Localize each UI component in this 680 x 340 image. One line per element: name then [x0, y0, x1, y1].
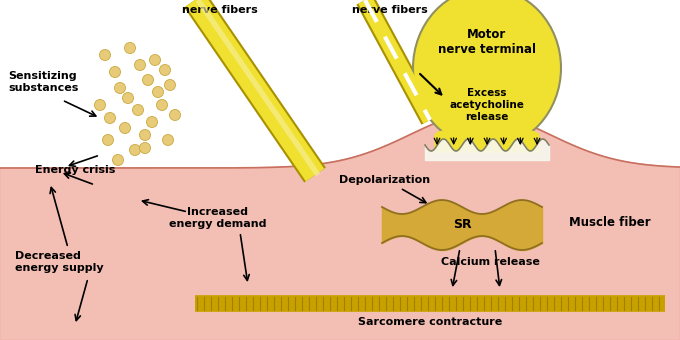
Text: Increased
energy demand: Increased energy demand [169, 207, 267, 229]
Circle shape [95, 100, 105, 110]
Circle shape [122, 92, 133, 103]
Text: Excess
acetycholine
release: Excess acetycholine release [449, 88, 524, 122]
Circle shape [152, 86, 163, 98]
Circle shape [124, 42, 135, 53]
Text: Sarcomere contracture: Sarcomere contracture [358, 317, 502, 327]
Circle shape [112, 154, 124, 166]
Circle shape [156, 100, 167, 110]
Circle shape [109, 67, 120, 78]
Circle shape [139, 142, 150, 153]
Circle shape [120, 122, 131, 134]
Ellipse shape [413, 0, 561, 148]
Circle shape [135, 59, 146, 70]
Circle shape [163, 135, 173, 146]
Circle shape [114, 83, 126, 94]
Text: Motor
nerve terminal: Motor nerve terminal [438, 28, 536, 56]
Polygon shape [435, 128, 539, 152]
Text: Energy crisis: Energy crisis [35, 165, 116, 175]
Circle shape [143, 74, 154, 85]
Text: Calcium release: Calcium release [441, 257, 539, 267]
Text: Depolarization: Depolarization [339, 175, 430, 185]
Text: SR: SR [453, 219, 471, 232]
Circle shape [150, 54, 160, 66]
Text: Decreased
energy supply: Decreased energy supply [15, 251, 103, 273]
Text: Sensitizing
substances: Sensitizing substances [8, 71, 78, 93]
Circle shape [139, 130, 150, 140]
Circle shape [103, 135, 114, 146]
Circle shape [169, 109, 180, 120]
Circle shape [165, 80, 175, 90]
Circle shape [129, 144, 141, 155]
Circle shape [105, 113, 116, 123]
Circle shape [146, 117, 158, 128]
Text: nerve fibers: nerve fibers [352, 5, 428, 15]
Text: nerve fibers: nerve fibers [182, 5, 258, 15]
Circle shape [133, 104, 143, 116]
Circle shape [160, 65, 171, 75]
Circle shape [99, 50, 110, 61]
Text: Muscle fiber: Muscle fiber [569, 216, 651, 228]
